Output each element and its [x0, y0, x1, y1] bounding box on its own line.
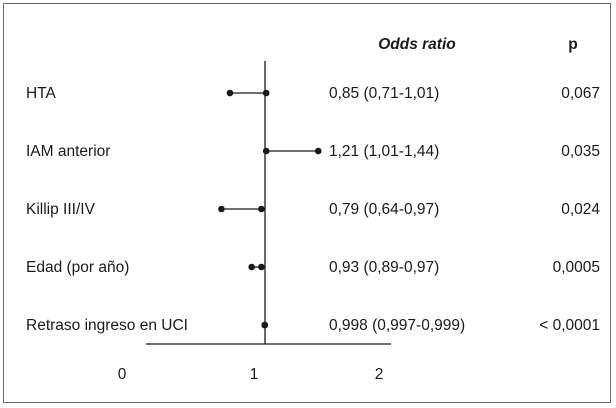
x-tick-label: 1 [250, 366, 259, 383]
p-value: 0,024 [561, 201, 600, 218]
forest-plot: Odds ratio p 0 1 2 HTA 0,85 (0,71-1,01) 0,06… [26, 36, 600, 383]
row-label: IAM anterior [26, 143, 110, 160]
ci-high-point [262, 89, 270, 97]
ci-low-point [218, 205, 225, 213]
ci-high-point [258, 263, 265, 271]
ci-low-point [226, 89, 234, 97]
odds-ratio-value: 0,79 (0,64-0,97) [329, 201, 439, 218]
forest-row: IAM anterior 1,21 (1,01-1,44) 0,035 [26, 143, 600, 160]
figure-frame: Odds ratio p 0 1 2 HTA 0,85 (0,71-1,01) 0,06… [3, 3, 611, 403]
p-value: < 0,0001 [539, 317, 600, 334]
ci-high-point [314, 147, 322, 155]
x-tick-label: 0 [118, 366, 127, 383]
forest-row: Retraso ingreso en UCI 0,998 (0,997-0,999… [26, 317, 600, 334]
odds-ratio-value: 0,85 (0,71-1,01) [329, 85, 439, 102]
row-label: Edad (por año) [26, 259, 129, 276]
odds-ratio-value: 0,93 (0,89-0,97) [329, 259, 439, 276]
ci-high-point [261, 321, 269, 329]
p-value: 0,0005 [553, 259, 600, 276]
odds-ratio-value: 0,998 (0,997-0,999) [329, 317, 465, 334]
ci-low-point [262, 147, 270, 155]
ci-high-point [258, 205, 265, 213]
forest-row: Edad (por año) 0,93 (0,89-0,97) 0,0005 [26, 259, 600, 276]
row-label: HTA [26, 85, 57, 102]
p-value: 0,035 [561, 143, 600, 160]
x-tick-label: 2 [375, 366, 384, 383]
odds-ratio-value: 1,21 (1,01-1,44) [329, 143, 439, 160]
odds-ratio-header: Odds ratio [378, 36, 456, 53]
forest-row: Killip III/IV 0,79 (0,64-0,97) 0,024 [26, 201, 600, 218]
row-label: Retraso ingreso en UCI [26, 317, 188, 334]
row-label: Killip III/IV [26, 201, 96, 218]
forest-row: HTA 0,85 (0,71-1,01) 0,067 [26, 85, 600, 102]
ci-low-point [248, 263, 255, 271]
p-header: p [568, 36, 577, 53]
p-value: 0,067 [561, 85, 600, 102]
